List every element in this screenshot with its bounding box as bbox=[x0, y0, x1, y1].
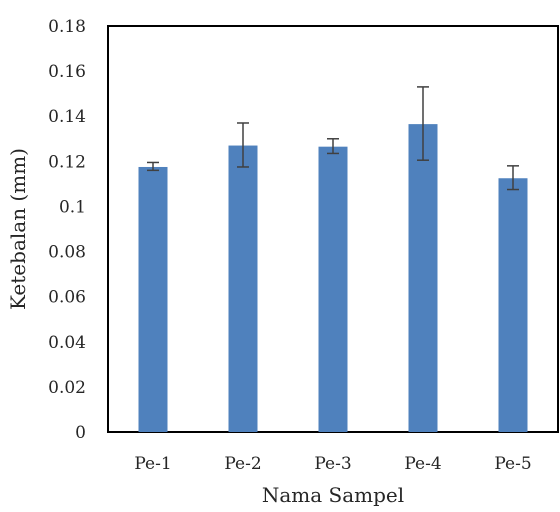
y-tick-label: 0.1 bbox=[59, 197, 86, 217]
bars-layer bbox=[138, 124, 528, 433]
bar-pe-2 bbox=[228, 145, 258, 433]
y-tick-label: 0.04 bbox=[48, 333, 86, 353]
y-tick-label: 0.06 bbox=[48, 288, 86, 308]
y-tick-label: 0.08 bbox=[48, 243, 86, 263]
errorbar-pe-3 bbox=[327, 138, 339, 155]
bar-pe-3 bbox=[318, 146, 348, 432]
y-tick-label: 0.14 bbox=[48, 107, 86, 127]
errorbar-pe-5 bbox=[507, 165, 519, 191]
y-tick-label: 0.12 bbox=[48, 152, 86, 172]
x-tick-label: Pe-5 bbox=[494, 454, 531, 474]
bar-pe-5 bbox=[498, 178, 528, 432]
y-tick-label: 0 bbox=[75, 423, 86, 443]
y-tick-labels: 0 0.02 0.04 0.06 0.08 0.1 0.12 0.14 0.16 0.18 bbox=[48, 17, 86, 443]
bar-pe-1 bbox=[138, 166, 168, 432]
x-axis-title: Nama Sampel bbox=[262, 483, 404, 507]
x-tick-labels: Pe-1 Pe-2 Pe-3 Pe-4 Pe-5 bbox=[134, 454, 531, 474]
errorbars-layer bbox=[147, 86, 519, 191]
y-axis-title: Ketebalan (mm) bbox=[6, 148, 30, 310]
errorbar-pe-2 bbox=[237, 122, 249, 168]
x-tick-label: Pe-3 bbox=[314, 454, 351, 474]
y-tick-label: 0.16 bbox=[48, 62, 86, 82]
errorbar-pe-4 bbox=[417, 86, 429, 161]
y-tick-label: 0.18 bbox=[48, 17, 86, 37]
bar-pe-4 bbox=[408, 124, 438, 432]
x-tick-label: Pe-1 bbox=[134, 454, 171, 474]
y-tick-label: 0.02 bbox=[48, 378, 86, 398]
x-tick-label: Pe-2 bbox=[224, 454, 261, 474]
errorbar-pe-1 bbox=[147, 161, 159, 172]
x-tick-label: Pe-4 bbox=[404, 454, 441, 474]
